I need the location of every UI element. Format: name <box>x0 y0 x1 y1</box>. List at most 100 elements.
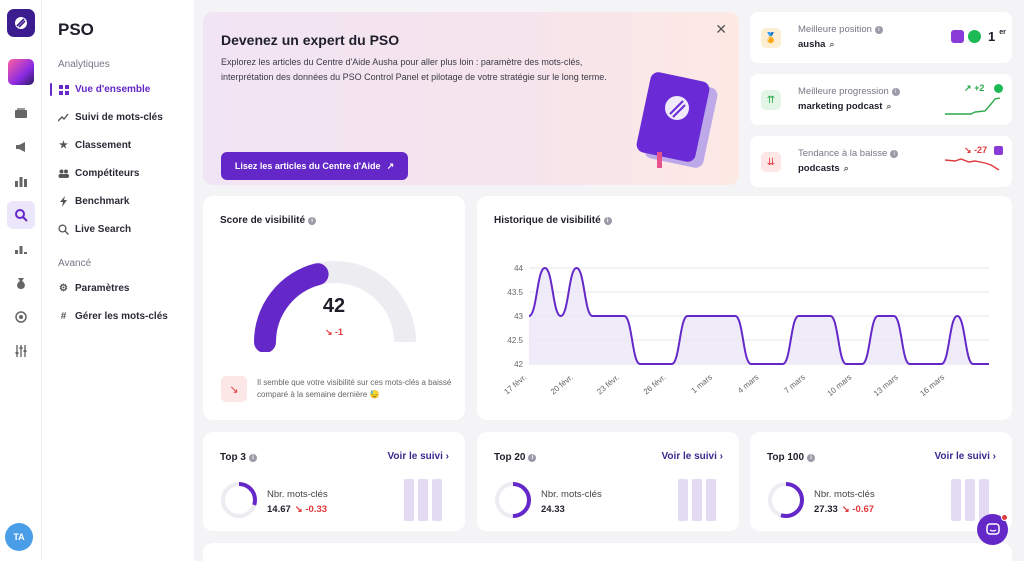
inbox-icon[interactable] <box>7 99 35 127</box>
external-arrow-icon: ↗ <box>386 160 395 171</box>
trend-up-arrow-icon: ↗ <box>964 83 972 93</box>
visibility-history-card: Historique de visibilité i 44 43.5 43 42.5 42… <box>477 196 1012 420</box>
top100-label: Nbr. mots-clés <box>814 489 875 500</box>
x-tick-label: 16 mars <box>918 373 946 398</box>
downward-trend-card: ⇊ Tendance à la baisse i podcasts ⌕ ↘ -27 <box>750 136 1012 187</box>
sidebar-item-ranking[interactable]: ★ Classement <box>58 140 131 151</box>
user-avatar[interactable]: TA <box>5 523 33 551</box>
downward-delta: -27 <box>974 145 988 155</box>
rank-suffix: er <box>999 29 1006 36</box>
x-tick-label: 1 mars <box>690 373 715 396</box>
x-tick-label: 10 mars <box>825 373 853 398</box>
help-center-button-label: Lisez les articles du Centre d'Aide <box>234 161 381 171</box>
podium-icon[interactable] <box>7 235 35 263</box>
stats-icon[interactable] <box>7 167 35 195</box>
search-icon[interactable]: ⌕ <box>886 101 892 111</box>
search-icon[interactable]: ⌕ <box>843 163 849 173</box>
promo-banner: Devenez un expert du PSO Explorez les ar… <box>203 12 739 185</box>
downward-sparkline <box>945 158 1000 171</box>
top3-bars <box>404 479 442 521</box>
chat-icon <box>985 522 1000 535</box>
sidebar-item-live-search[interactable]: Live Search <box>58 224 131 235</box>
sidebar-item-keyword-tracking[interactable]: Suivi de mots-clés <box>58 112 163 123</box>
downward-trend-value: podcasts <box>798 163 840 174</box>
visibility-score-card: Score de visibilité i 42 ↘ -1 ↘ Il semble… <box>203 196 465 420</box>
x-tick-label: 26 févr. <box>642 373 668 397</box>
bar <box>432 479 442 521</box>
sidebar-item-manage-keywords[interactable]: # Gérer les mots-clés <box>58 311 168 322</box>
top20-card: Top 20 i Voir le suivi › Nbr. mots-clés 2… <box>477 432 739 531</box>
users-icon <box>58 168 69 179</box>
sidebar-item-settings[interactable]: ⚙ Paramètres <box>58 283 129 294</box>
bar <box>965 479 975 521</box>
best-progression-value: marketing podcast <box>798 101 883 112</box>
info-icon[interactable]: i <box>874 26 883 34</box>
sidebar-item-benchmark[interactable]: Benchmark <box>58 196 129 207</box>
progression-sparkline <box>945 97 1001 115</box>
top3-value: 14.67 <box>267 504 291 515</box>
visibility-score-delta: -1 <box>335 327 344 337</box>
top100-ring <box>768 482 804 518</box>
top20-ring <box>495 482 531 518</box>
top20-label: Nbr. mots-clés <box>541 489 602 500</box>
chat-support-button[interactable] <box>977 514 1008 545</box>
link-label: Voir le suivi <box>661 451 717 462</box>
y-tick-label: 44 <box>514 264 523 273</box>
help-center-button[interactable]: Lisez les articles du Centre d'Aide ↗ <box>221 152 408 180</box>
x-tick-label: 23 févr. <box>595 373 621 397</box>
info-icon[interactable]: i <box>248 454 257 462</box>
link-label: Voir le suivi <box>387 451 443 462</box>
search-icon <box>58 224 69 235</box>
top20-bars <box>678 479 716 521</box>
info-icon[interactable]: i <box>308 217 317 225</box>
ausha-logo[interactable] <box>6 9 35 37</box>
show-cover-thumbnail[interactable] <box>7 59 34 85</box>
trend-down-arrow-icon: ↘ <box>324 327 333 337</box>
downward-trend-label: Tendance à la baisse <box>798 148 888 159</box>
visibility-history-chart: 44 43.5 43 42.5 42 17 févr. 20 févr. 23 févr. 26… <box>502 264 989 398</box>
best-position-value: ausha <box>798 39 826 50</box>
visibility-score-value: 42 <box>322 295 346 317</box>
x-tick-label: 20 févr. <box>549 373 575 397</box>
top100-view-tracking-link[interactable]: Voir le suivi › <box>934 451 997 462</box>
apple-podcasts-icon <box>951 30 964 43</box>
y-tick-label: 43 <box>514 312 523 321</box>
sidebar-item-label: Compétiteurs <box>75 168 140 179</box>
pso-search-icon[interactable] <box>6 201 35 229</box>
top100-value: 27.33 <box>814 504 838 515</box>
gear-icon: ⚙ <box>59 283 68 294</box>
search-icon[interactable]: ⌕ <box>829 39 835 49</box>
sidebar-item-overview[interactable]: Vue d'ensemble <box>58 84 150 95</box>
series-area <box>529 268 989 364</box>
trending-down-icon: ⇊ <box>761 152 781 172</box>
target-icon[interactable] <box>7 303 35 331</box>
top100-delta: -0.67 <box>852 504 875 515</box>
icon-rail: TA <box>0 0 42 561</box>
y-tick-label: 42 <box>514 360 523 369</box>
info-icon[interactable]: i <box>891 88 900 96</box>
trend-down-arrow-icon: ↘ <box>294 504 303 515</box>
top3-label: Nbr. mots-clés <box>267 489 328 500</box>
visibility-note: Il semble que votre visibilité sur ces m… <box>257 378 452 399</box>
progression-delta: +2 <box>974 83 985 93</box>
info-icon[interactable]: i <box>807 454 816 462</box>
visibility-score-title: Score de visibilité <box>220 215 306 226</box>
info-icon[interactable]: i <box>603 217 612 225</box>
sidebar-item-label: Gérer les mots-clés <box>75 311 168 322</box>
medal-icon: 🏅 <box>761 28 781 48</box>
section-advanced: Avancé <box>58 258 92 269</box>
top20-view-tracking-link[interactable]: Voir le suivi › <box>661 451 724 462</box>
sliders-icon[interactable] <box>7 337 35 365</box>
money-bag-icon[interactable] <box>7 269 35 297</box>
info-icon[interactable]: i <box>528 454 537 462</box>
close-icon[interactable]: ✕ <box>715 21 727 37</box>
x-tick-label: 4 mars <box>736 373 761 396</box>
megaphone-icon[interactable] <box>7 133 35 161</box>
bar <box>951 479 961 521</box>
info-icon[interactable]: i <box>890 150 899 158</box>
y-tick-label: 43.5 <box>507 288 523 297</box>
top3-view-tracking-link[interactable]: Voir le suivi › <box>387 451 450 462</box>
bar <box>678 479 688 521</box>
sidebar-item-competitors[interactable]: Compétiteurs <box>58 168 139 179</box>
top20-title: Top 20 <box>494 452 526 463</box>
